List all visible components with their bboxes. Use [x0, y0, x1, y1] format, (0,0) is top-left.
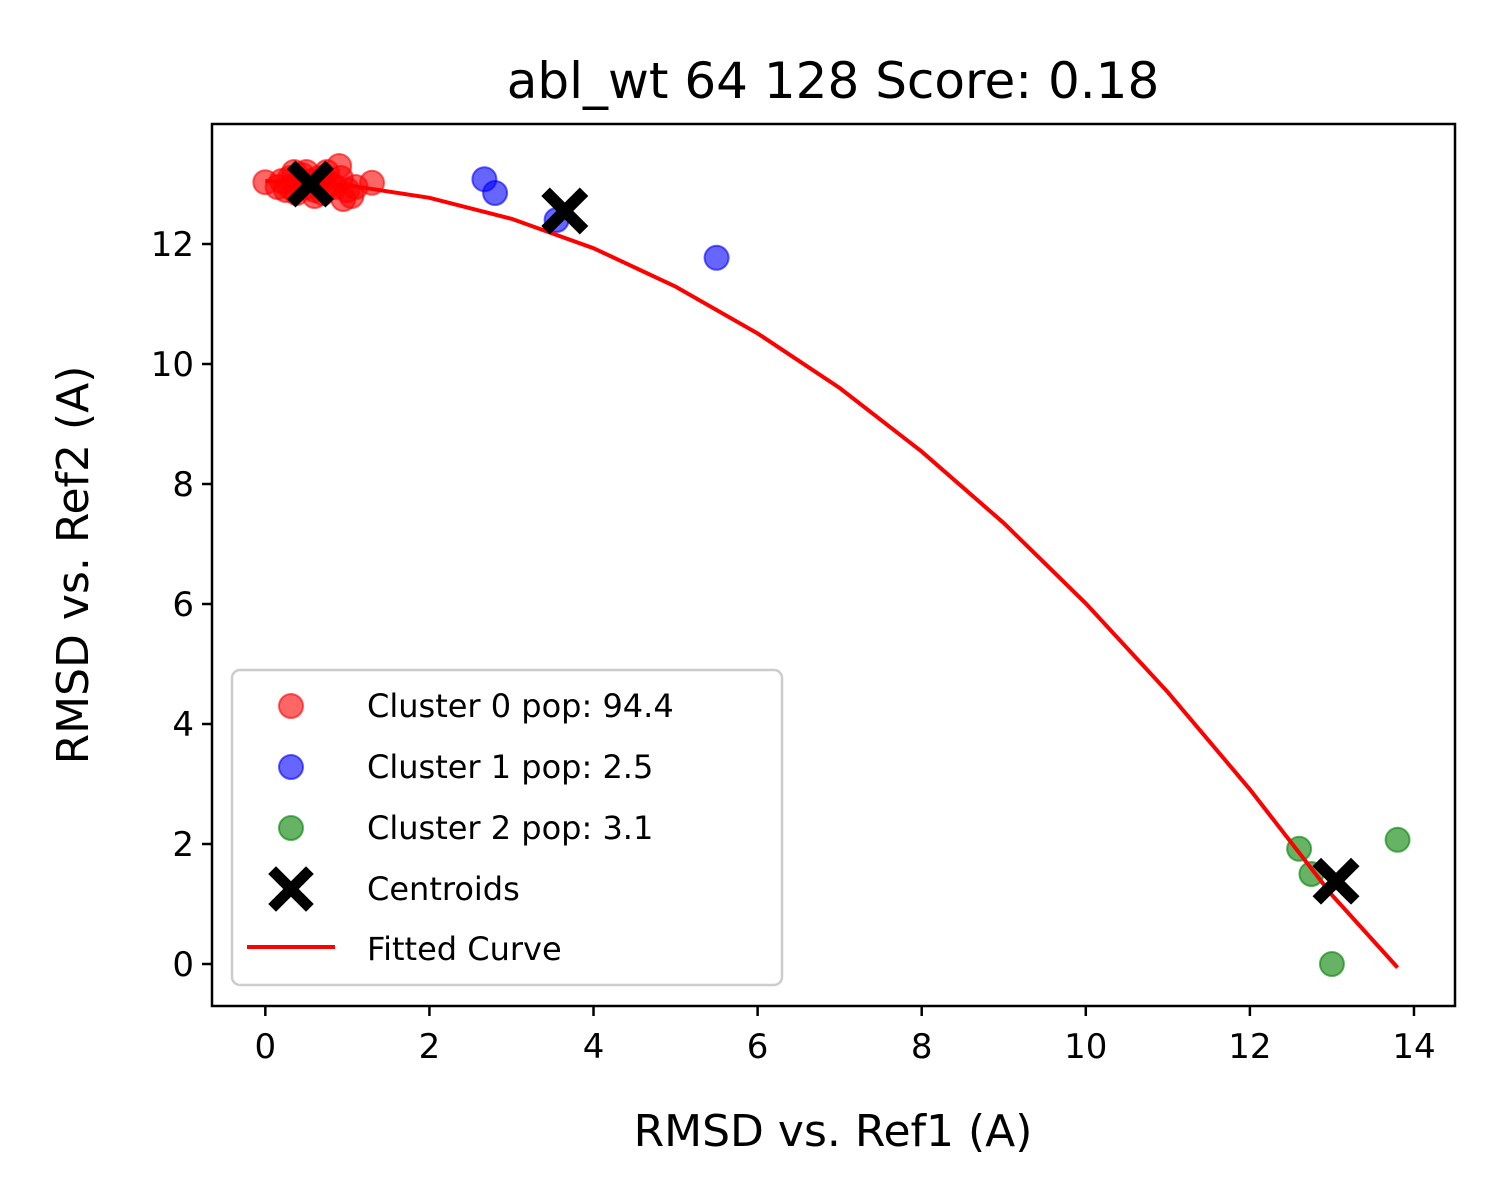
y-axis-label: RMSD vs. Ref2 (A)	[48, 366, 99, 765]
legend-box	[230, 668, 784, 987]
x-tick-label: 12	[1228, 1027, 1271, 1067]
y-tick-label: 12	[151, 225, 194, 265]
x-tick-label: 14	[1392, 1027, 1435, 1067]
x-tick-label: 10	[1064, 1027, 1107, 1067]
legend-label-cluster-2: Cluster 2 pop: 3.1	[367, 809, 653, 847]
centroids	[286, 160, 1360, 905]
centroid-marker	[1312, 857, 1360, 905]
x-tick-label: 6	[747, 1027, 769, 1067]
x-tick-label: 0	[255, 1027, 277, 1067]
data-point	[482, 180, 509, 206]
legend-marker-cluster-1	[278, 754, 304, 780]
legend: Cluster 0 pop: 94.4 Cluster 1 pop: 2.5 C…	[230, 668, 784, 987]
legend-marker-centroids	[268, 866, 314, 912]
x-tick-label: 8	[911, 1027, 933, 1067]
fitted-curve-line	[265, 179, 1400, 969]
legend-label-fitted-curve: Fitted Curve	[367, 930, 562, 968]
plot-area	[252, 153, 1411, 977]
legend-marker-cluster-2	[278, 815, 304, 841]
y-tick-label: 2	[172, 825, 194, 865]
y-axis: 0 2 4 6 8 10 12	[151, 225, 212, 985]
y-tick-label: 8	[172, 465, 194, 505]
x-axis: 0 2 4 6 8 10 12 14	[255, 1006, 1436, 1067]
y-tick-label: 6	[172, 585, 194, 625]
legend-label-centroids: Centroids	[367, 870, 520, 908]
data-point	[703, 244, 730, 271]
chart-title: abl_wt 64 128 Score: 0.18	[507, 52, 1160, 110]
data-point	[1318, 951, 1345, 977]
y-tick-label: 0	[172, 945, 194, 985]
legend-label-cluster-1: Cluster 1 pop: 2.5	[367, 748, 653, 786]
x-tick-label: 2	[419, 1027, 441, 1067]
y-tick-label: 10	[151, 345, 194, 385]
data-point	[1384, 826, 1411, 853]
centroid-marker	[286, 160, 334, 208]
series-cluster-2	[1286, 826, 1411, 977]
y-tick-label: 4	[172, 705, 194, 745]
legend-label-cluster-0: Cluster 0 pop: 94.4	[367, 687, 674, 725]
centroid-marker	[541, 187, 589, 235]
legend-marker-cluster-0	[278, 693, 304, 719]
x-tick-label: 4	[583, 1027, 605, 1067]
plot-frame	[210, 122, 1457, 1008]
x-axis-label: RMSD vs. Ref1 (A)	[634, 1106, 1033, 1157]
